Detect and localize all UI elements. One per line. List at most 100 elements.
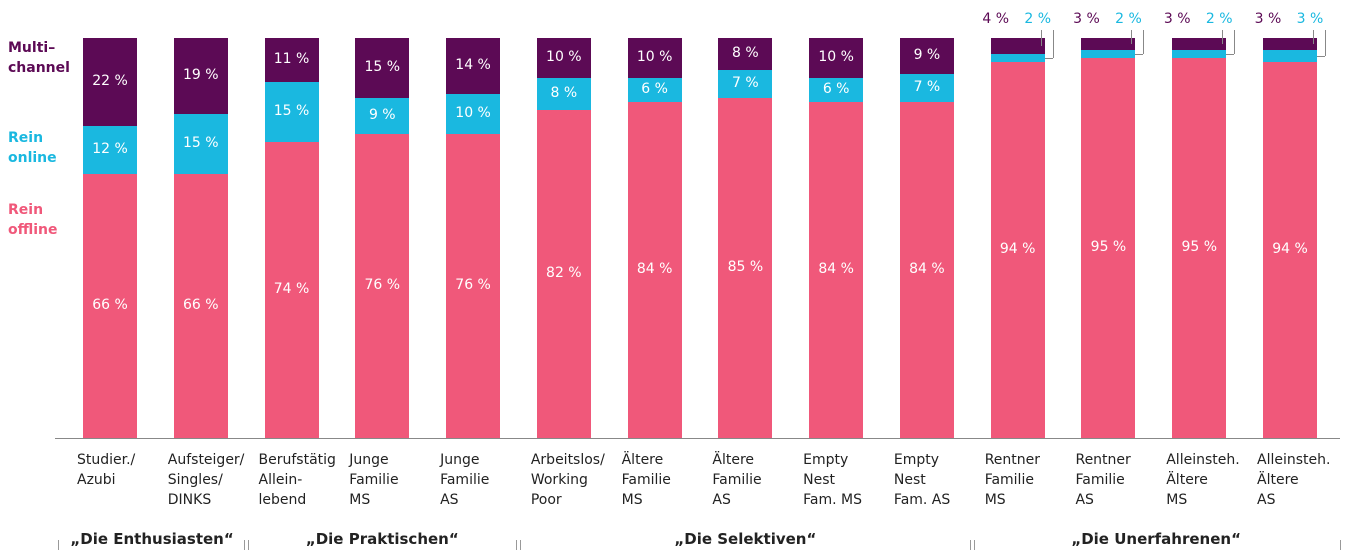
value-label: 14 % bbox=[455, 57, 491, 73]
value-label: 3 % bbox=[1254, 11, 1282, 27]
value-label: 10 % bbox=[636, 49, 673, 65]
group-label: „Die Praktischen“ bbox=[305, 530, 459, 548]
value-label: 6 % bbox=[822, 81, 850, 97]
x-tick-label: Ältere Familie MS bbox=[621, 452, 671, 508]
leader-line bbox=[1317, 56, 1325, 57]
value-label: 66 % bbox=[182, 297, 219, 313]
bar-segment bbox=[809, 78, 864, 102]
group-separator bbox=[248, 540, 250, 550]
x-tick-label: Junge Familie MS bbox=[349, 452, 399, 508]
group-separator bbox=[244, 540, 246, 550]
x-axis bbox=[55, 438, 1340, 439]
leader-line bbox=[1143, 30, 1145, 54]
value-label: 84 % bbox=[636, 261, 673, 277]
group-label: „Die Enthusiasten“ bbox=[70, 530, 234, 548]
x-tick-label: Ältere Familie AS bbox=[712, 452, 762, 508]
value-label: 10 % bbox=[546, 49, 582, 65]
bar-segment bbox=[173, 174, 228, 438]
value-label: 6 % bbox=[641, 81, 668, 97]
x-tick-label: Junge Familie AS bbox=[440, 452, 490, 508]
value-label: 2 % bbox=[1024, 11, 1052, 27]
bar-segment bbox=[355, 134, 410, 438]
bar-segment bbox=[1263, 62, 1317, 438]
value-label: 15 % bbox=[364, 59, 401, 75]
x-tick-label: Arbeitslos/ Working Poor bbox=[530, 452, 605, 508]
bar-segment bbox=[536, 38, 591, 78]
bar-segment bbox=[627, 102, 682, 438]
x-tick-label: Alleinsteh. Ältere AS bbox=[1257, 452, 1331, 508]
bar-segment bbox=[990, 38, 1045, 54]
bar-segment bbox=[718, 38, 773, 70]
bar-segment bbox=[1172, 58, 1227, 438]
value-label: 82 % bbox=[546, 265, 582, 281]
bar-segment bbox=[718, 70, 773, 98]
value-label: 2 % bbox=[1115, 11, 1142, 27]
leader-line bbox=[1222, 30, 1224, 44]
value-label: 4 % bbox=[982, 11, 1010, 27]
value-label: 10 % bbox=[818, 49, 854, 65]
legend-label: Rein online bbox=[8, 130, 57, 166]
x-tick-label: Empty Nest Fam. AS bbox=[893, 452, 951, 508]
bar-segment bbox=[809, 38, 864, 78]
value-label: 3 % bbox=[1163, 11, 1191, 27]
bar-segment bbox=[83, 174, 137, 438]
group-separator bbox=[58, 540, 59, 550]
value-label: 3 % bbox=[1073, 11, 1100, 27]
bar-segment bbox=[446, 134, 501, 438]
value-label: 10 % bbox=[455, 105, 491, 121]
bar-segment bbox=[536, 110, 591, 438]
bar-segment bbox=[1081, 50, 1136, 58]
bar-segment bbox=[173, 38, 228, 114]
group-separator bbox=[970, 540, 972, 550]
value-label: 19 % bbox=[182, 67, 219, 83]
bar-segment bbox=[627, 78, 682, 102]
bar-segment bbox=[446, 94, 501, 134]
x-tick-label: Rentner Familie AS bbox=[1075, 452, 1131, 508]
legend-label: Rein offline bbox=[8, 202, 58, 238]
value-label: 76 % bbox=[455, 277, 491, 293]
leader-line bbox=[1052, 30, 1054, 58]
bar-segment bbox=[990, 62, 1045, 438]
value-label: 2 % bbox=[1205, 11, 1233, 27]
bar-segment bbox=[264, 82, 319, 142]
value-label: 12 % bbox=[92, 141, 128, 157]
leader-line bbox=[1226, 54, 1235, 55]
value-label: 84 % bbox=[909, 261, 945, 277]
bar-segment bbox=[355, 98, 410, 134]
group-separator bbox=[974, 540, 976, 550]
bar-segment bbox=[627, 38, 682, 78]
leader-line bbox=[1131, 30, 1133, 44]
x-tick-label: Rentner Familie MS bbox=[984, 452, 1041, 508]
bar-segment bbox=[1172, 38, 1227, 50]
leader-line bbox=[1313, 30, 1314, 44]
bar-segment bbox=[264, 142, 319, 438]
value-label: 11 % bbox=[273, 51, 310, 67]
value-label: 15 % bbox=[182, 135, 219, 151]
bar-segment bbox=[1263, 50, 1317, 62]
bar-segment bbox=[899, 74, 954, 102]
value-label: 22 % bbox=[92, 73, 128, 89]
leader-line bbox=[1234, 30, 1236, 54]
value-label: 74 % bbox=[273, 281, 310, 297]
bar-segment bbox=[83, 126, 137, 174]
leader-line bbox=[1325, 30, 1326, 56]
x-tick-label: Berufstätig Allein- lebend bbox=[258, 452, 336, 508]
value-label: 3 % bbox=[1296, 11, 1324, 27]
value-label: 9 % bbox=[368, 107, 396, 123]
x-tick-label: Aufsteiger/ Singles/ DINKS bbox=[167, 452, 245, 508]
group-label: „Die Selektiven“ bbox=[674, 530, 817, 548]
leader-line bbox=[1040, 30, 1042, 46]
value-label: 8 % bbox=[550, 85, 578, 101]
leader-line bbox=[1135, 54, 1144, 55]
bar-segment bbox=[536, 78, 591, 110]
bar-segment bbox=[355, 38, 410, 98]
value-label: 85 % bbox=[727, 259, 764, 275]
value-label: 94 % bbox=[1272, 241, 1308, 257]
legend-label: Multi– channel bbox=[8, 40, 70, 76]
group-separator bbox=[1340, 540, 1341, 550]
bar-segment bbox=[264, 38, 319, 82]
x-tick-label: Studier./ Azubi bbox=[77, 452, 136, 488]
bar-segment bbox=[83, 38, 137, 126]
value-label: 84 % bbox=[818, 261, 854, 277]
